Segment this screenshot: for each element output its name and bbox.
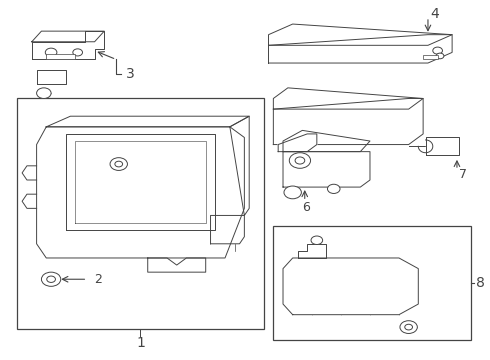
- Circle shape: [433, 47, 442, 54]
- Circle shape: [295, 157, 305, 164]
- Polygon shape: [425, 138, 459, 155]
- Polygon shape: [37, 127, 245, 258]
- Polygon shape: [46, 116, 249, 127]
- Bar: [423, 55, 438, 59]
- Circle shape: [45, 48, 57, 57]
- Text: 3: 3: [126, 67, 135, 81]
- Text: 7: 7: [459, 168, 467, 181]
- Polygon shape: [283, 152, 370, 187]
- Circle shape: [47, 276, 55, 283]
- Text: 5: 5: [297, 170, 305, 183]
- Bar: [17, 99, 264, 329]
- Polygon shape: [273, 99, 423, 145]
- Polygon shape: [37, 70, 66, 84]
- Circle shape: [327, 184, 340, 193]
- Polygon shape: [283, 130, 370, 152]
- Circle shape: [37, 88, 51, 99]
- Text: 1: 1: [136, 336, 145, 350]
- Circle shape: [110, 158, 127, 170]
- Circle shape: [405, 324, 413, 330]
- Polygon shape: [273, 88, 423, 109]
- Circle shape: [436, 53, 444, 59]
- Polygon shape: [278, 134, 317, 152]
- Bar: [46, 54, 75, 59]
- Text: 4: 4: [430, 7, 439, 21]
- Polygon shape: [269, 35, 452, 63]
- Polygon shape: [32, 31, 104, 42]
- Circle shape: [42, 272, 61, 286]
- Polygon shape: [32, 31, 104, 59]
- Circle shape: [73, 49, 82, 56]
- Circle shape: [284, 186, 301, 199]
- Bar: [273, 226, 471, 339]
- Text: 2: 2: [95, 274, 102, 287]
- Circle shape: [311, 236, 322, 244]
- Polygon shape: [283, 258, 418, 315]
- Text: 6: 6: [302, 201, 310, 214]
- Text: 8: 8: [476, 276, 485, 290]
- Circle shape: [115, 161, 122, 167]
- Polygon shape: [269, 24, 452, 45]
- Circle shape: [400, 321, 417, 333]
- Circle shape: [289, 153, 311, 168]
- Polygon shape: [230, 116, 249, 215]
